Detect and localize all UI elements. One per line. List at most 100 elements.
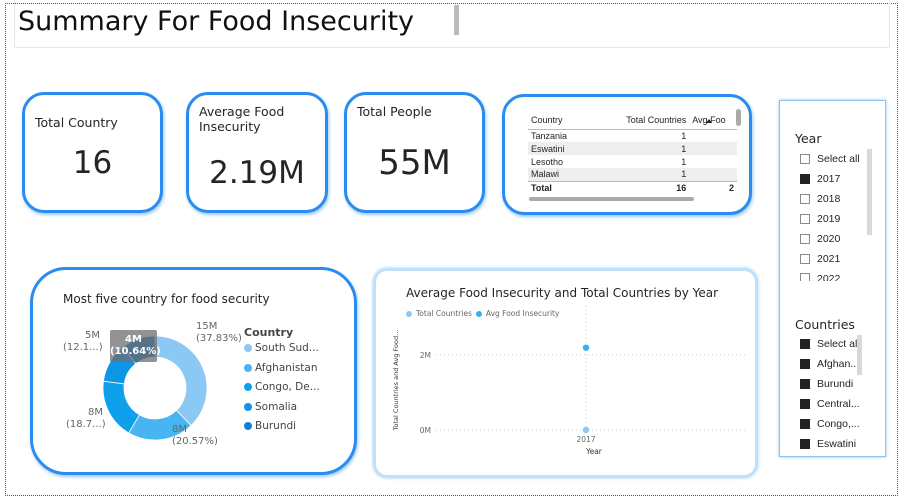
slicer-item[interactable]: Congo,... bbox=[800, 418, 860, 430]
cell-country: Eswatini bbox=[531, 143, 565, 154]
country-table: Country Total Countries Avg Foo Tanzania… bbox=[528, 111, 737, 194]
table-row: Eswatini 1 bbox=[528, 142, 737, 155]
x-axis-title: Year bbox=[586, 447, 602, 456]
cell-country: Tanzania bbox=[531, 130, 568, 141]
slicer-item[interactable]: 2021 bbox=[800, 253, 840, 265]
legend-label: Congo, De... bbox=[255, 381, 320, 393]
legend-marker bbox=[244, 344, 252, 352]
table-row: Lesotho 1 bbox=[528, 155, 737, 168]
slicer-item-label: Afghan... bbox=[817, 358, 860, 370]
countries-slicer-title: Countries bbox=[795, 317, 855, 332]
slicer-item[interactable]: 2018 bbox=[800, 193, 840, 205]
checkbox-icon[interactable] bbox=[800, 254, 810, 264]
kpi-label: Total People bbox=[357, 104, 432, 119]
line-chart-title: Average Food Insecurity and Total Countr… bbox=[406, 286, 719, 300]
checkbox-icon[interactable] bbox=[800, 273, 810, 281]
legend-marker bbox=[244, 402, 252, 411]
vertical-scrollbar[interactable] bbox=[736, 109, 741, 126]
legend-item[interactable]: South Sud... bbox=[244, 342, 319, 354]
slicer-item[interactable]: Burundi bbox=[800, 378, 853, 390]
legend-label: Burundi bbox=[255, 420, 297, 432]
checkbox-icon[interactable] bbox=[800, 359, 810, 369]
checkbox-icon[interactable] bbox=[800, 194, 810, 204]
pct-label: (10.64%) bbox=[110, 346, 161, 357]
kpi-label: Total Country bbox=[35, 115, 118, 130]
legend-title: Country bbox=[244, 326, 294, 339]
legend-item[interactable]: Afghanistan bbox=[244, 362, 318, 374]
slicer-item[interactable]: 2019 bbox=[800, 213, 840, 225]
slicer-item-label: 2019 bbox=[817, 213, 841, 225]
donut-slice-0[interactable] bbox=[154, 335, 208, 427]
data-label-south-sudan: 15M (37.83%) bbox=[196, 321, 242, 345]
legend-marker bbox=[244, 363, 252, 372]
page-title: Summary For Food Insecurity bbox=[18, 6, 415, 37]
kpi-card-total-country: Total Country 16 bbox=[22, 92, 163, 213]
total-countries-value: 16 bbox=[676, 182, 687, 193]
legend-label: Total Countries bbox=[416, 309, 472, 318]
slicer-panel: Year Select all 2017 2018 2019 2020 2021 2022 … bbox=[779, 100, 886, 457]
legend-label: Afghanistan bbox=[255, 361, 318, 374]
slicer-item[interactable]: Eswatini bbox=[800, 438, 856, 450]
line-chart-plot: 0M 2M 2017 bbox=[420, 306, 746, 444]
slicer-item-label: Congo,... bbox=[817, 418, 860, 430]
checkbox-icon[interactable] bbox=[800, 399, 810, 409]
checkbox-icon[interactable] bbox=[800, 214, 810, 224]
checkbox-icon[interactable] bbox=[800, 234, 810, 244]
kpi-label: Average Food Insecurity bbox=[199, 104, 285, 134]
horizontal-scrollbar[interactable] bbox=[529, 197, 694, 201]
legend-item[interactable]: Congo, De... bbox=[244, 381, 320, 393]
column-header-total-countries[interactable]: Total Countries bbox=[626, 114, 687, 125]
data-point-1[interactable] bbox=[582, 344, 590, 351]
pct-label: (20.57%) bbox=[172, 436, 218, 447]
kpi-value: 55M bbox=[378, 143, 451, 183]
countries-slicer-scrollbar[interactable] bbox=[857, 335, 862, 375]
data-label-afghanistan: 8M (20.57%) bbox=[172, 424, 218, 448]
slicer-item-label: Central... bbox=[817, 398, 860, 410]
column-header-avg-food[interactable]: Avg Foo bbox=[692, 114, 726, 125]
cell-total: 1 bbox=[681, 169, 687, 180]
data-point-0[interactable] bbox=[582, 426, 590, 434]
sort-ascending-icon[interactable] bbox=[706, 119, 712, 123]
slicer-item[interactable]: 2017 bbox=[800, 173, 840, 185]
slicer-item[interactable]: Select all bbox=[800, 153, 860, 165]
legend-label: Avg Food Insecurity bbox=[485, 309, 560, 318]
table-row: Malawi 1 bbox=[528, 168, 737, 181]
checkbox-icon[interactable] bbox=[800, 439, 810, 449]
slicer-item-label: 2021 bbox=[817, 253, 841, 265]
slicer-item[interactable]: Afghan... bbox=[800, 358, 859, 370]
value-label: 8M bbox=[88, 407, 103, 418]
column-header-country[interactable]: Country bbox=[531, 114, 563, 125]
slicer-item[interactable]: Select all bbox=[800, 338, 860, 350]
legend-marker bbox=[244, 383, 252, 391]
legend-marker bbox=[244, 422, 252, 430]
value-label: 8M bbox=[172, 424, 187, 435]
pct-label: (18.7...) bbox=[66, 419, 106, 430]
checkbox-icon[interactable] bbox=[800, 174, 810, 184]
slicer-item[interactable]: Central... bbox=[800, 398, 860, 410]
slicer-item[interactable]: 2020 bbox=[800, 233, 840, 245]
table-total-row: Total 16 2 bbox=[528, 181, 737, 194]
cell-total: 1 bbox=[681, 130, 687, 141]
slicer-item[interactable]: 2022 bbox=[800, 273, 840, 281]
slicer-item-label: 2017 bbox=[817, 173, 841, 185]
checkbox-icon[interactable] bbox=[800, 154, 810, 164]
checkbox-icon[interactable] bbox=[800, 339, 810, 349]
legend-item[interactable]: Burundi bbox=[244, 420, 296, 432]
data-label-burundi-highlight: 4M (10.64%) bbox=[110, 330, 161, 362]
kpi-value: 16 bbox=[72, 145, 113, 181]
line-chart-legend: Total Countries Avg Food Insecurity bbox=[406, 309, 559, 318]
data-label-somalia: 5M (12.1...) bbox=[63, 330, 103, 354]
legend-marker-avg-food bbox=[475, 310, 482, 317]
report-canvas bbox=[5, 3, 898, 496]
cell-total: 1 bbox=[681, 143, 687, 154]
checkbox-icon[interactable] bbox=[800, 379, 810, 389]
cell-country: Lesotho bbox=[531, 156, 564, 167]
slicer-item-label: 2018 bbox=[817, 193, 841, 205]
kpi-card-avg-food-insecurity: Average Food Insecurity 2.19M bbox=[186, 92, 328, 213]
slicer-item-label: 2020 bbox=[817, 233, 841, 245]
legend-item[interactable]: Somalia bbox=[244, 401, 297, 413]
donut-chart-card: Most five country for food security Coun… bbox=[30, 267, 357, 475]
checkbox-icon[interactable] bbox=[800, 419, 810, 429]
year-slicer-scrollbar[interactable] bbox=[867, 149, 872, 235]
slicer-item-label: Select all bbox=[817, 338, 860, 350]
